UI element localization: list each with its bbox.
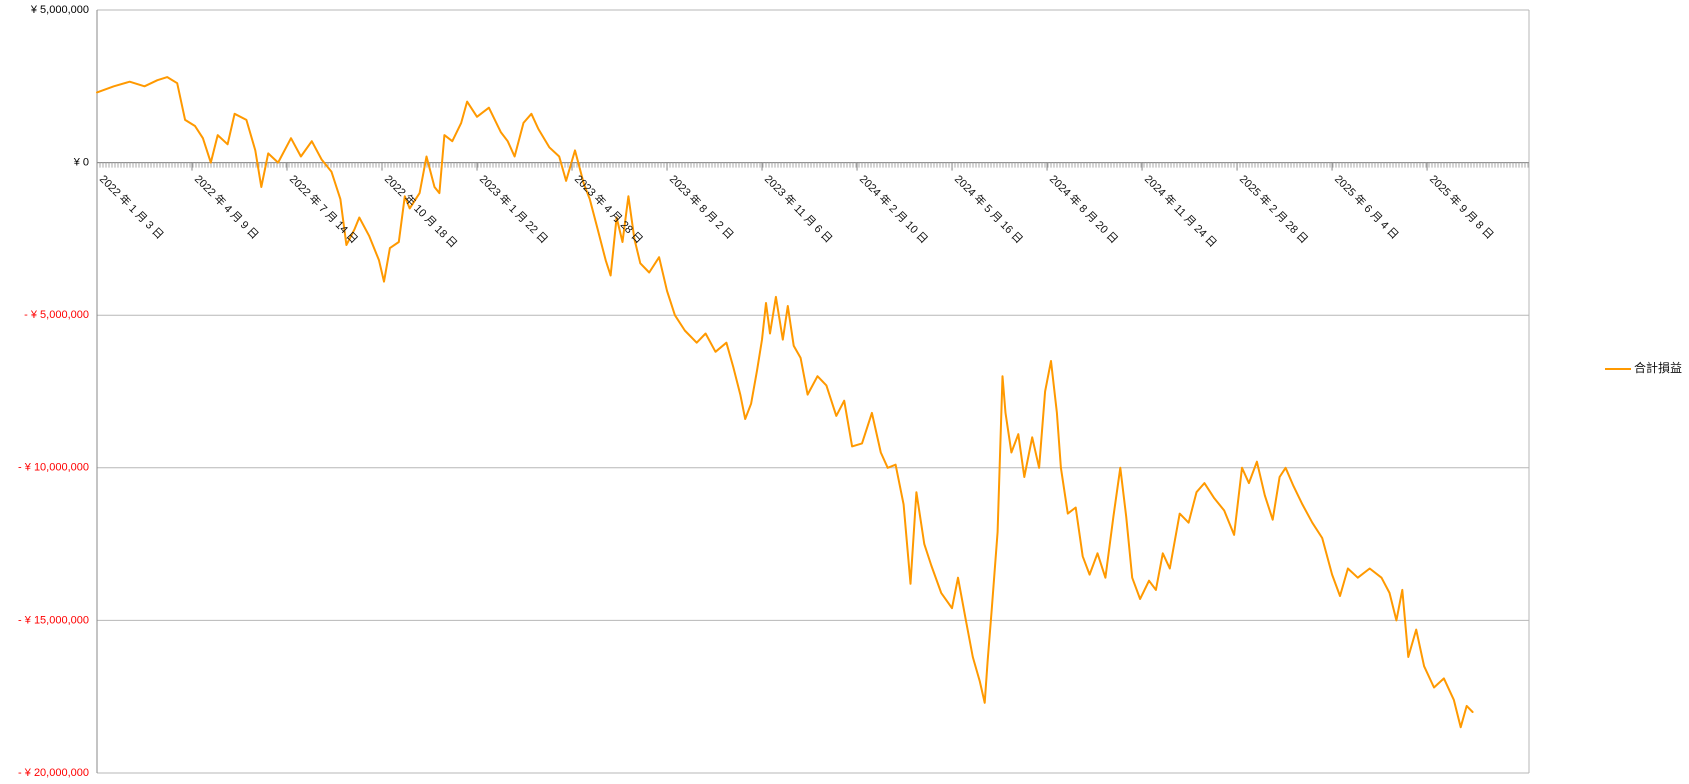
y-tick-label-5: - ¥ 20,000,000 — [18, 767, 89, 779]
axes — [96, 10, 1530, 773]
series-line-0 — [96, 76, 1474, 729]
series-group — [96, 76, 1474, 729]
y-tick-label-1: ¥ 0 — [73, 157, 89, 169]
y-tick-label-3: - ¥ 10,000,000 — [18, 462, 89, 474]
legend: 合計損益 — [1605, 360, 1682, 375]
legend-label: 合計損益 — [1634, 360, 1682, 375]
y-axis-tick-labels: ¥ 5,000,000 ¥ 0 - ¥ 5,000,000 - ¥ 10,000,00… — [18, 4, 89, 779]
y-tick-label-2: - ¥ 5,000,000 — [24, 309, 89, 321]
y-tick-label-4: - ¥ 15,000,000 — [18, 614, 89, 626]
y-tick-label-0: ¥ 5,000,000 — [30, 4, 89, 16]
x-axis-minor-ticks — [96, 162, 1529, 168]
